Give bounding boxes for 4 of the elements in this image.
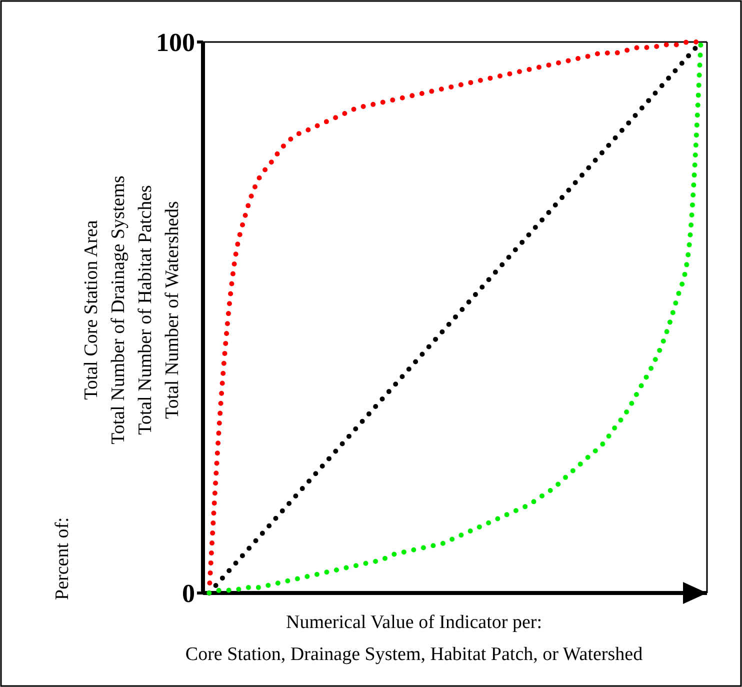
x-axis-title: Numerical Value of Indicator per: Core Station, Drainage System, Habitat Patch, or Watershed <box>185 612 644 665</box>
text: Percent of: Total Core Station Area Total Number of Drainage Systems Total Number of Habitat Patches Total Number of Watersheds <box>52 176 183 600</box>
y-tick-label: 0 <box>182 579 195 608</box>
y-tick-label: 100 <box>156 28 195 58</box>
